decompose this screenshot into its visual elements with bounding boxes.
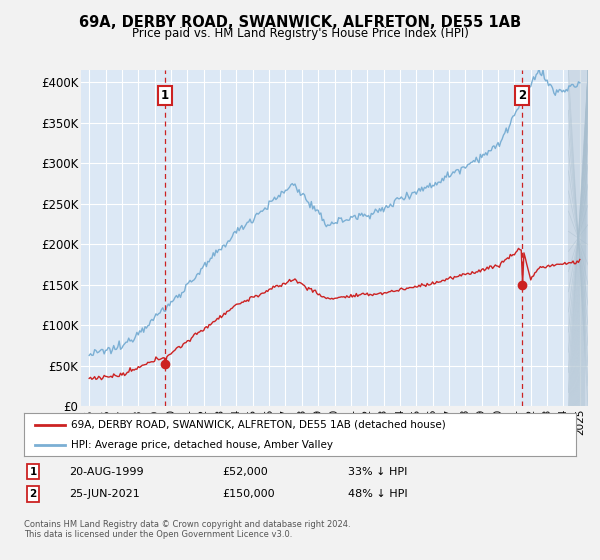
Text: 2: 2: [29, 489, 37, 499]
Text: £150,000: £150,000: [222, 489, 275, 499]
Text: 48% ↓ HPI: 48% ↓ HPI: [348, 489, 407, 499]
Text: Price paid vs. HM Land Registry's House Price Index (HPI): Price paid vs. HM Land Registry's House …: [131, 27, 469, 40]
Text: 33% ↓ HPI: 33% ↓ HPI: [348, 466, 407, 477]
Bar: [568, 70, 588, 406]
Text: 1: 1: [29, 466, 37, 477]
Text: HPI: Average price, detached house, Amber Valley: HPI: Average price, detached house, Ambe…: [71, 440, 333, 450]
Text: 1: 1: [161, 88, 169, 102]
Text: 2: 2: [518, 88, 526, 102]
Text: 69A, DERBY ROAD, SWANWICK, ALFRETON, DE55 1AB (detached house): 69A, DERBY ROAD, SWANWICK, ALFRETON, DE5…: [71, 419, 446, 430]
Text: 25-JUN-2021: 25-JUN-2021: [69, 489, 140, 499]
Text: 69A, DERBY ROAD, SWANWICK, ALFRETON, DE55 1AB: 69A, DERBY ROAD, SWANWICK, ALFRETON, DE5…: [79, 15, 521, 30]
Text: £52,000: £52,000: [222, 466, 268, 477]
Text: 20-AUG-1999: 20-AUG-1999: [69, 466, 143, 477]
Text: Contains HM Land Registry data © Crown copyright and database right 2024.
This d: Contains HM Land Registry data © Crown c…: [24, 520, 350, 539]
